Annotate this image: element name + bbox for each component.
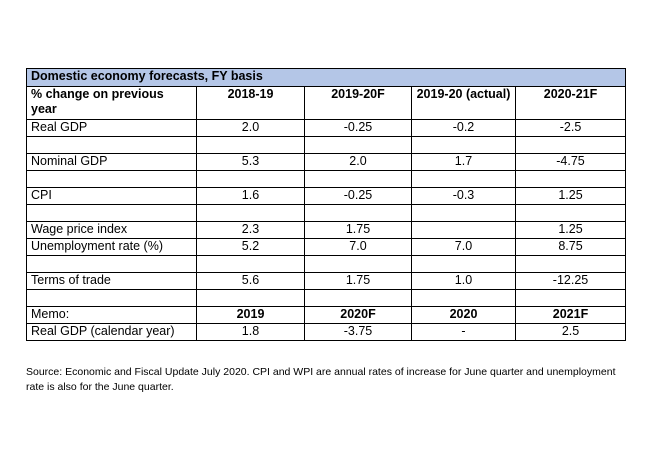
table-cell: 2.5 bbox=[514, 323, 627, 341]
table-cell: 2.3 bbox=[196, 221, 305, 239]
row-label: CPI bbox=[26, 187, 197, 205]
header-col: 2019-20 (actual) bbox=[411, 86, 516, 120]
table-cell bbox=[411, 204, 516, 222]
table-cell bbox=[196, 289, 305, 307]
row-label: Unemployment rate (%) bbox=[26, 238, 197, 256]
table-cell bbox=[196, 170, 305, 188]
table-cell bbox=[304, 170, 412, 188]
table-cell bbox=[196, 204, 305, 222]
table-row bbox=[26, 204, 627, 222]
table-cell: -3.75 bbox=[304, 323, 412, 341]
table-row: Nominal GDP 5.3 2.0 1.7 -4.75 bbox=[26, 153, 627, 171]
table-header-row: % change on previous year 2018-19 2019-2… bbox=[26, 86, 627, 120]
table-cell bbox=[196, 136, 305, 154]
table-cell: -12.25 bbox=[514, 272, 627, 290]
table-cell: 7.0 bbox=[411, 238, 516, 256]
table-cell bbox=[514, 136, 627, 154]
row-label: Nominal GDP bbox=[26, 153, 197, 171]
table-row: Unemployment rate (%) 5.2 7.0 7.0 8.75 bbox=[26, 238, 627, 256]
row-label bbox=[26, 136, 197, 154]
table-cell: -2.5 bbox=[514, 119, 627, 137]
table-title: Domestic economy forecasts, FY basis bbox=[25, 68, 627, 87]
table-cell: 2.0 bbox=[304, 153, 412, 171]
table-cell: -0.2 bbox=[411, 119, 516, 137]
table-title-row: Domestic economy forecasts, FY basis bbox=[25, 68, 627, 87]
table-cell bbox=[411, 221, 516, 239]
table-cell bbox=[411, 170, 516, 188]
table-cell: 2020 bbox=[411, 306, 516, 324]
forecast-table: Domestic economy forecasts, FY basis % c… bbox=[25, 68, 627, 341]
table-row: Terms of trade 5.6 1.75 1.0 -12.25 bbox=[26, 272, 627, 290]
table-cell: 7.0 bbox=[304, 238, 412, 256]
table-cell bbox=[196, 255, 305, 273]
table-cell: 2019 bbox=[196, 306, 305, 324]
row-label bbox=[26, 255, 197, 273]
table-cell bbox=[304, 204, 412, 222]
table-cell bbox=[304, 289, 412, 307]
table-row bbox=[26, 136, 627, 154]
table-cell bbox=[514, 204, 627, 222]
table-cell: -0.25 bbox=[304, 187, 412, 205]
row-label bbox=[26, 289, 197, 307]
table-row: Real GDP 2.0 -0.25 -0.2 -2.5 bbox=[26, 119, 627, 137]
table-cell: 1.8 bbox=[196, 323, 305, 341]
table-cell: 1.0 bbox=[411, 272, 516, 290]
table-cell bbox=[514, 170, 627, 188]
table-cell bbox=[304, 136, 412, 154]
table-cell: 1.25 bbox=[514, 221, 627, 239]
table-row: Real GDP (calendar year) 1.8 -3.75-2.5 bbox=[26, 323, 627, 341]
row-label: Real GDP bbox=[26, 119, 197, 137]
table-row bbox=[26, 170, 627, 188]
table-cell: 5.2 bbox=[196, 238, 305, 256]
table-row: Wage price index 2.3 1.75 1.25 bbox=[26, 221, 627, 239]
table-cell: -0.3 bbox=[411, 187, 516, 205]
header-label: % change on previous year bbox=[26, 86, 197, 120]
table-cell: 5.6 bbox=[196, 272, 305, 290]
table-cell: 2.0 bbox=[196, 119, 305, 137]
source-note: Source: Economic and Fiscal Update July … bbox=[26, 366, 616, 393]
row-label: Memo: bbox=[26, 306, 197, 324]
table-cell: 1.7 bbox=[411, 153, 516, 171]
header-col: 2019-20F bbox=[304, 86, 412, 120]
header-col: 2018-19 bbox=[196, 86, 305, 120]
row-label: Wage price index bbox=[26, 221, 197, 239]
table-row bbox=[26, 255, 627, 273]
table-cell: 5.3 bbox=[196, 153, 305, 171]
table-cell: -4.75 bbox=[514, 153, 627, 171]
row-label: Real GDP (calendar year) bbox=[26, 323, 197, 341]
header-col: 2020-21F bbox=[514, 86, 627, 120]
table-cell: 2021F bbox=[514, 306, 627, 324]
table-cell bbox=[304, 255, 412, 273]
table-cell bbox=[411, 255, 516, 273]
table-row bbox=[26, 289, 627, 307]
table-cell: 1.6 bbox=[196, 187, 305, 205]
table-cell: 8.75 bbox=[514, 238, 627, 256]
table-cell bbox=[514, 255, 627, 273]
table-cell: 2020F bbox=[304, 306, 412, 324]
table-cell bbox=[411, 289, 516, 307]
table-cell: -0.25 bbox=[304, 119, 412, 137]
table-cell bbox=[411, 136, 516, 154]
table-cell: 1.25 bbox=[514, 187, 627, 205]
memo-row: Memo: 2019 2020F 2020 2021F bbox=[26, 306, 627, 324]
row-label bbox=[26, 204, 197, 222]
table-cell: - bbox=[411, 323, 516, 341]
table-cell: 1.75 bbox=[304, 272, 412, 290]
table-row: CPI 1.6 -0.25 -0.3 1.25 bbox=[26, 187, 627, 205]
row-label bbox=[26, 170, 197, 188]
table-cell bbox=[514, 289, 627, 307]
row-label: Terms of trade bbox=[26, 272, 197, 290]
table-cell: 1.75 bbox=[304, 221, 412, 239]
